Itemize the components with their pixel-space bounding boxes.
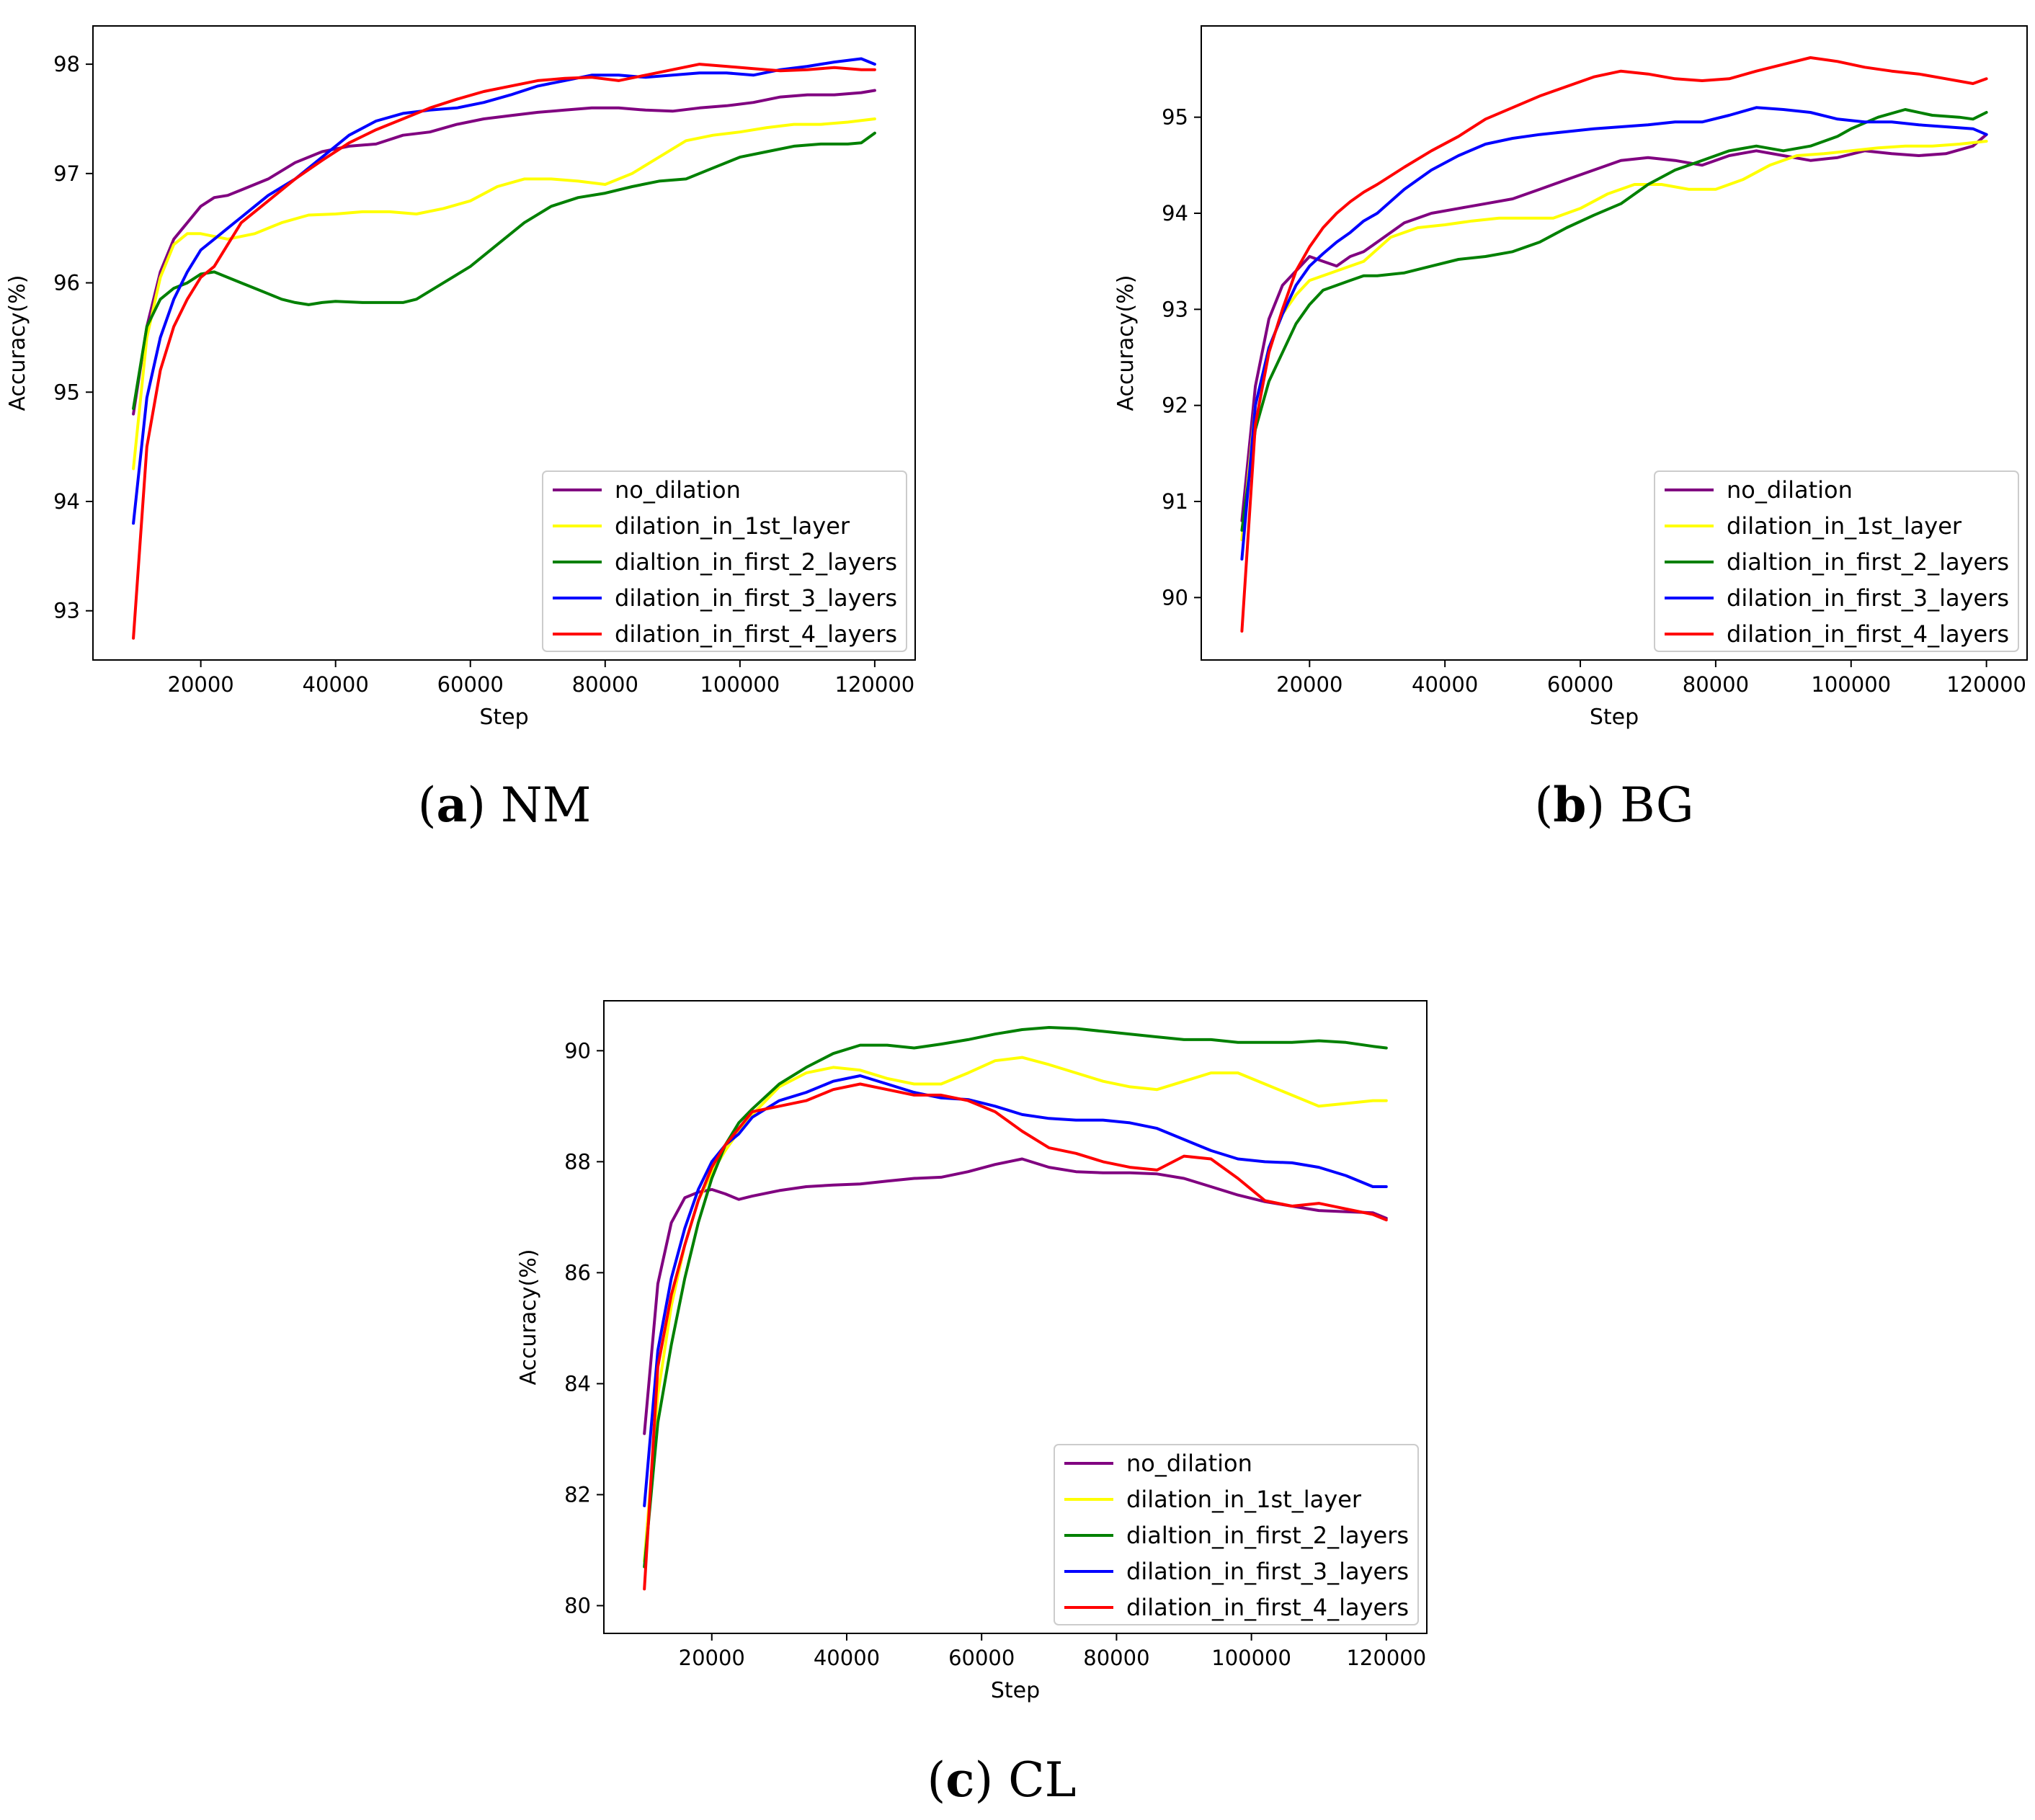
y-tick-label: 88: [564, 1149, 591, 1174]
legend-entry: dilation_in_1st_layer: [1727, 512, 1962, 540]
y-tick-label: 90: [1162, 585, 1188, 610]
y-tick-label: 82: [564, 1482, 591, 1507]
y-axis-label: Accuracy(%): [516, 1249, 541, 1386]
caption-name: BG: [1620, 777, 1693, 833]
x-tick-label: 40000: [1412, 672, 1478, 697]
x-tick-label: 40000: [814, 1646, 880, 1670]
legend-entry: no_dilation: [615, 476, 741, 504]
y-tick-label: 96: [53, 271, 80, 295]
y-tick-label: 95: [53, 380, 80, 404]
legend-box: [1054, 1444, 1419, 1625]
legend-entry: dilation_in_first_3_layers: [615, 584, 897, 612]
y-tick-label: 98: [53, 52, 80, 76]
y-tick-label: 97: [53, 161, 80, 186]
subfigure-caption: (a) NM: [418, 777, 592, 833]
y-tick-label: 95: [1162, 105, 1188, 130]
series-line-dilation_in_1st_layer: [132, 117, 876, 470]
x-tick-label: 60000: [1547, 672, 1613, 697]
y-axis-label: Accuracy(%): [5, 275, 30, 411]
y-tick-label: 91: [1162, 489, 1188, 514]
chart-panel-nm: 20000 40000 60000 80000 100000 120000 93 94 95 96…: [5, 25, 916, 833]
y-tick-label: 84: [564, 1371, 591, 1396]
series-line-dilation_in_first_4_layers: [643, 1082, 1388, 1591]
x-axis-label: Step: [479, 705, 528, 730]
plot-frame: [92, 25, 916, 661]
series-line-no_dilation: [132, 89, 876, 416]
caption-paren-open: (: [418, 777, 437, 833]
x-tick-label: 100000: [700, 672, 780, 697]
legend-entry: dialtion_in_first_2_layers: [1126, 1522, 1409, 1549]
legend-entry: dialtion_in_first_2_layers: [1727, 548, 2009, 576]
subfigure-caption: (b) BG: [1534, 777, 1693, 833]
x-tick-label: 80000: [1683, 672, 1749, 697]
x-tick-label: 60000: [437, 672, 504, 697]
x-tick-label: 60000: [948, 1646, 1015, 1670]
x-tick-label: 80000: [1083, 1646, 1149, 1670]
x-tick-label: 20000: [168, 672, 234, 697]
series-line-dialtion_in_first_2_layers: [643, 1026, 1388, 1569]
x-tick-label: 100000: [1811, 672, 1891, 697]
series-line-dilation_in_first_3_layers: [1240, 106, 1988, 561]
caption-paren-open: (: [1534, 777, 1553, 833]
caption-paren-close: ): [974, 1752, 1008, 1808]
caption-name: CL: [1008, 1752, 1076, 1808]
y-tick-label: 93: [1162, 297, 1188, 321]
y-tick-label: 80: [564, 1593, 591, 1618]
x-axis-label: Step: [1590, 705, 1639, 730]
caption-name: NM: [501, 777, 591, 833]
legend-entry: dilation_in_1st_layer: [1126, 1486, 1362, 1513]
x-tick-label: 120000: [1946, 672, 2026, 697]
legend-entry: no_dilation: [1126, 1450, 1252, 1477]
legend-box: [542, 470, 907, 652]
legend-entry: dilation_in_1st_layer: [615, 512, 850, 540]
legend-entry: dilation_in_first_4_layers: [1727, 620, 2009, 648]
x-tick-label: 120000: [835, 672, 915, 697]
y-tick-label: 86: [564, 1260, 591, 1285]
series-line-dilation_in_1st_layer: [1240, 140, 1988, 542]
y-tick-label: 94: [53, 489, 80, 514]
caption-letter: b: [1553, 777, 1586, 833]
x-tick-label: 100000: [1211, 1646, 1291, 1670]
y-tick-label: 92: [1162, 393, 1188, 418]
series-line-dialtion_in_first_2_layers: [1240, 108, 1988, 532]
series-line-dilation_in_first_4_layers: [132, 63, 876, 640]
series-line-dialtion_in_first_2_layers: [132, 131, 876, 410]
y-tick-label: 94: [1162, 201, 1188, 226]
legend-entry: dilation_in_first_4_layers: [1126, 1594, 1409, 1621]
x-tick-label: 40000: [303, 672, 369, 697]
caption-paren-close: ): [467, 777, 501, 833]
y-tick-label: 93: [53, 599, 80, 623]
legend-entry: dilation_in_first_3_layers: [1126, 1558, 1409, 1585]
plot-frame: [1201, 25, 2028, 661]
chart-panel-cl: 20000 40000 60000 80000 100000 120000 80 82 84 86…: [516, 1000, 1428, 1808]
caption-letter: a: [436, 777, 467, 833]
legend-entry: no_dilation: [1727, 476, 1853, 504]
legend-entry: dialtion_in_first_2_layers: [615, 548, 897, 576]
series-line-dilation_in_first_3_layers: [132, 57, 876, 525]
y-axis-label: Accuracy(%): [1113, 275, 1139, 411]
caption-letter: c: [945, 1752, 974, 1808]
caption-paren-open: (: [927, 1752, 946, 1808]
subfigure-caption: (c) CL: [927, 1752, 1077, 1808]
series-line-dilation_in_first_4_layers: [1240, 56, 1988, 633]
chart-panel-bg: 20000 40000 60000 80000 100000 120000 90 91 92 93…: [1113, 25, 2028, 833]
x-tick-label: 20000: [1276, 672, 1342, 697]
plot-frame: [603, 1000, 1428, 1634]
x-tick-label: 20000: [679, 1646, 745, 1670]
caption-paren-close: ): [1586, 777, 1620, 833]
x-axis-label: Step: [991, 1678, 1040, 1703]
legend-box: [1654, 470, 2019, 652]
x-tick-label: 80000: [572, 672, 638, 697]
legend-entry: dilation_in_first_3_layers: [1727, 584, 2009, 612]
y-tick-label: 90: [564, 1038, 591, 1063]
x-tick-label: 120000: [1346, 1646, 1426, 1670]
series-line-no_dilation: [643, 1157, 1388, 1435]
legend-entry: dilation_in_first_4_layers: [615, 620, 897, 648]
